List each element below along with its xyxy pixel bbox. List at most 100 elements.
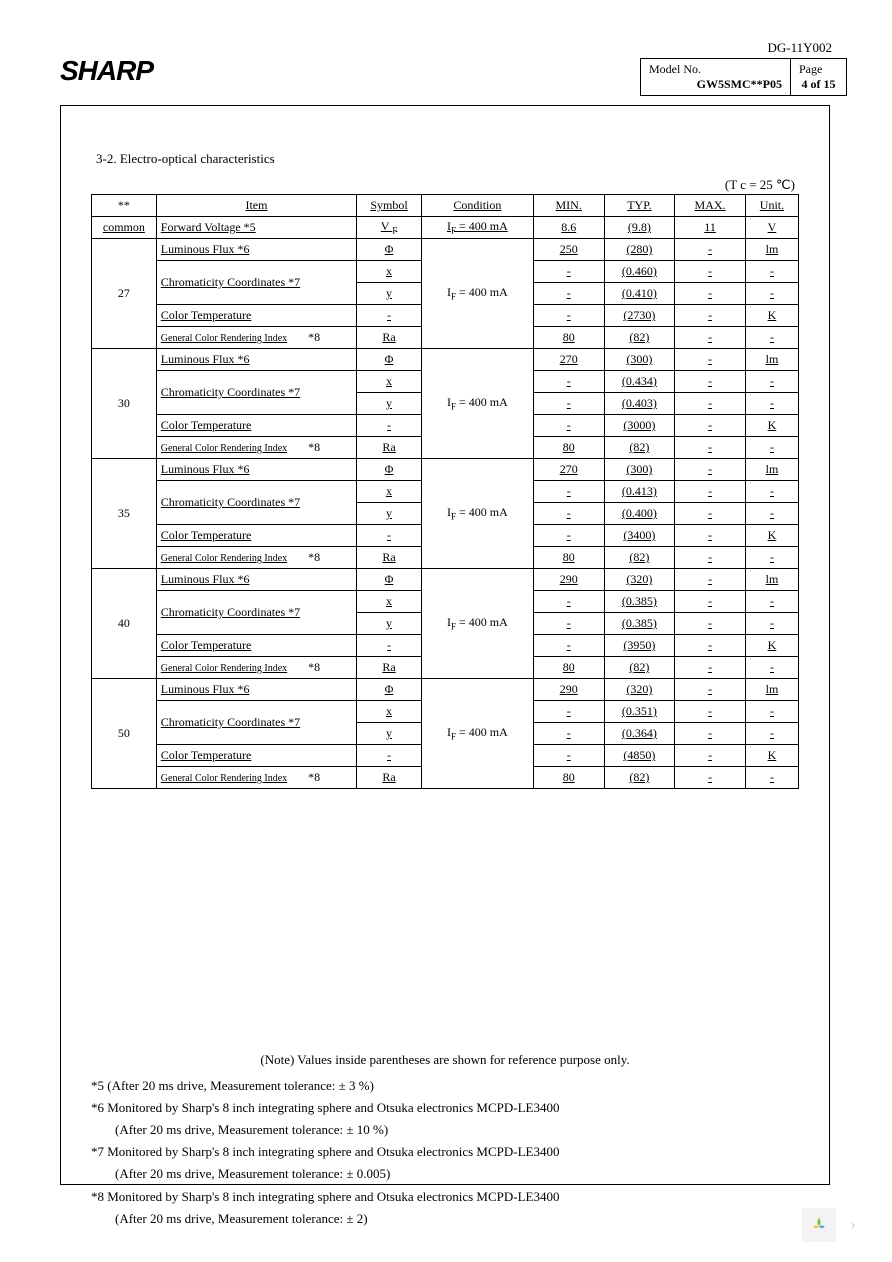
table-cell: Φ	[357, 239, 422, 261]
table-cell: Luminous Flux *6	[156, 239, 356, 261]
table-cell: General Color Rendering Index *8	[156, 437, 356, 459]
table-cell: -	[675, 679, 746, 701]
table-cell: Color Temperature	[156, 745, 356, 767]
table-cell: IF = 400 mA	[421, 239, 533, 349]
page-frame: 3-2. Electro-optical characteristics (T …	[60, 105, 830, 1185]
note-lead: (Note) Values inside parentheses are sho…	[91, 1049, 799, 1071]
table-cell: TYP.	[604, 195, 675, 217]
table-cell: Ra	[357, 657, 422, 679]
table-cell: -	[675, 591, 746, 613]
table-cell: Chromaticity Coordinates *7	[156, 701, 356, 745]
table-cell: -	[675, 525, 746, 547]
table-cell: Symbol	[357, 195, 422, 217]
temperature-condition: (T c = 25 ℃)	[91, 177, 799, 193]
table-cell: 11	[675, 217, 746, 239]
table-cell: 40	[92, 569, 157, 679]
table-cell: General Color Rendering Index *8	[156, 657, 356, 679]
table-cell: K	[745, 415, 798, 437]
note-7a: *7 Monitored by Sharp's 8 inch integrati…	[91, 1141, 799, 1163]
table-cell: General Color Rendering Index *8	[156, 767, 356, 789]
table-cell: y	[357, 723, 422, 745]
table-cell: -	[675, 701, 746, 723]
logo-icon	[802, 1208, 836, 1242]
table-cell: -	[533, 525, 604, 547]
table-cell: (300)	[604, 459, 675, 481]
table-cell: K	[745, 745, 798, 767]
table-cell: -	[745, 371, 798, 393]
table-cell: Φ	[357, 459, 422, 481]
table-cell: -	[675, 547, 746, 569]
table-cell: -	[533, 723, 604, 745]
table-cell: (0.413)	[604, 481, 675, 503]
table-cell: -	[675, 261, 746, 283]
table-cell: -	[745, 547, 798, 569]
table-cell: 80	[533, 657, 604, 679]
table-cell: K	[745, 305, 798, 327]
table-cell: -	[745, 657, 798, 679]
table-cell: 250	[533, 239, 604, 261]
table-cell: -	[675, 723, 746, 745]
table-cell: (0.410)	[604, 283, 675, 305]
table-cell: (280)	[604, 239, 675, 261]
table-cell: (0.351)	[604, 701, 675, 723]
table-cell: Chromaticity Coordinates *7	[156, 371, 356, 415]
table-cell: -	[357, 415, 422, 437]
table-cell: -	[745, 701, 798, 723]
table-cell: -	[745, 327, 798, 349]
table-cell: -	[745, 767, 798, 789]
table-cell: 80	[533, 437, 604, 459]
table-cell: (82)	[604, 657, 675, 679]
table-cell: 30	[92, 349, 157, 459]
table-cell: lm	[745, 679, 798, 701]
table-cell: 270	[533, 459, 604, 481]
table-row: 27Luminous Flux *6ΦIF = 400 mA250(280)-l…	[92, 239, 799, 261]
note-8a: *8 Monitored by Sharp's 8 inch integrati…	[91, 1186, 799, 1208]
table-cell: -	[745, 613, 798, 635]
table-cell: y	[357, 393, 422, 415]
table-cell: lm	[745, 459, 798, 481]
table-cell: y	[357, 283, 422, 305]
table-cell: Chromaticity Coordinates *7	[156, 591, 356, 635]
table-cell: IF = 400 mA	[421, 459, 533, 569]
table-cell: 50	[92, 679, 157, 789]
table-row: 35Luminous Flux *6ΦIF = 400 mA270(300)-l…	[92, 459, 799, 481]
table-cell: -	[675, 745, 746, 767]
table-cell: -	[533, 283, 604, 305]
table-cell: IF = 400 mA	[421, 349, 533, 459]
table-cell: -	[533, 635, 604, 657]
footer-badge: ›	[802, 1208, 870, 1242]
table-cell: Luminous Flux *6	[156, 349, 356, 371]
table-cell: Ra	[357, 437, 422, 459]
table-cell: General Color Rendering Index *8	[156, 327, 356, 349]
table-cell: (0.364)	[604, 723, 675, 745]
table-cell: -	[357, 745, 422, 767]
table-cell: 27	[92, 239, 157, 349]
table-cell: x	[357, 371, 422, 393]
table-cell: Φ	[357, 679, 422, 701]
table-cell: Ra	[357, 547, 422, 569]
table-cell: (82)	[604, 437, 675, 459]
table-cell: lm	[745, 239, 798, 261]
table-cell: Unit.	[745, 195, 798, 217]
table-cell: 80	[533, 327, 604, 349]
table-cell: -	[745, 437, 798, 459]
table-cell: -	[675, 657, 746, 679]
table-cell: Chromaticity Coordinates *7	[156, 261, 356, 305]
table-cell: Ra	[357, 327, 422, 349]
table-cell: General Color Rendering Index *8	[156, 547, 356, 569]
table-cell: x	[357, 481, 422, 503]
table-cell: -	[357, 305, 422, 327]
note-6b: (After 20 ms drive, Measurement toleranc…	[91, 1119, 799, 1141]
table-cell: -	[675, 371, 746, 393]
header-info-box: Model No. GW5SMC**P05 Page 4 of 15	[640, 58, 847, 96]
next-page-arrow[interactable]: ›	[836, 1208, 870, 1242]
table-cell: Condition	[421, 195, 533, 217]
table-cell: Color Temperature	[156, 635, 356, 657]
table-cell: y	[357, 613, 422, 635]
table-cell: x	[357, 701, 422, 723]
table-cell: (82)	[604, 327, 675, 349]
table-cell: **	[92, 195, 157, 217]
table-cell: (320)	[604, 679, 675, 701]
table-cell: -	[675, 283, 746, 305]
table-cell: 80	[533, 547, 604, 569]
